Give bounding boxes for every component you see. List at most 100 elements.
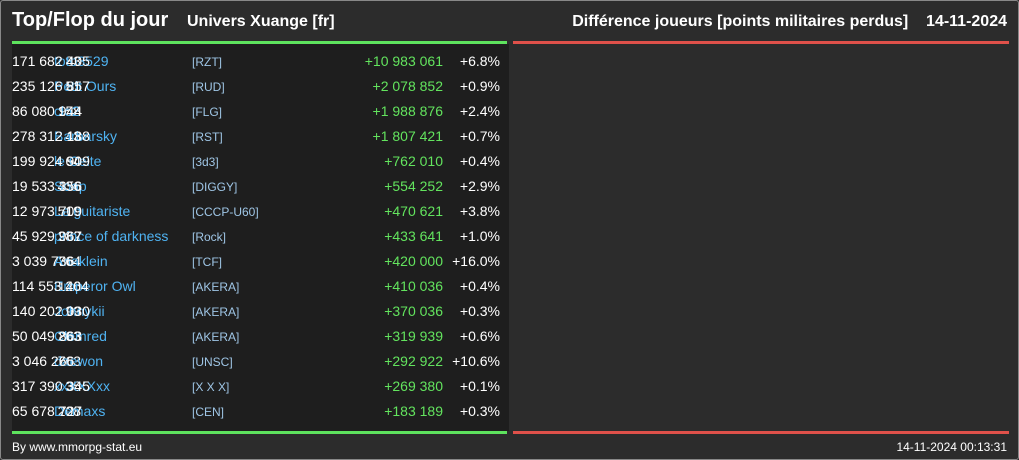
player-name-link[interactable]: xxXXXxx bbox=[54, 378, 111, 394]
table-row: 35 xxXXXxx [X X X] 317 390 345 +269 380 +0.1% bbox=[12, 374, 509, 399]
player-rank: 35 bbox=[65, 378, 81, 394]
table-row: 282 prince of darkness [Rock] 45 929 967 +43… bbox=[12, 224, 509, 249]
player-rank: 64 bbox=[65, 153, 81, 169]
player-name-link[interactable]: Le guitariste bbox=[54, 203, 131, 219]
alliance-tag-link[interactable]: [AKERA] bbox=[192, 330, 240, 344]
percent-change: +0.3% bbox=[459, 303, 500, 319]
player-points: 199 924 909 bbox=[12, 153, 90, 169]
percent-change: +0.3% bbox=[459, 403, 500, 419]
percent-change: +2.9% bbox=[459, 178, 500, 194]
points-difference: +10 983 061 bbox=[364, 53, 443, 69]
alliance-tag-link[interactable]: [Rock] bbox=[192, 230, 227, 244]
points-difference: +554 252 bbox=[384, 178, 443, 194]
player-rank: 263 bbox=[57, 328, 81, 344]
top-gain-divider bbox=[12, 41, 507, 44]
table-row: 208 Demaxs [CEN] 65 678 727 +183 189 +0.3% bbox=[12, 399, 509, 424]
points-difference: +470 621 bbox=[384, 203, 443, 219]
player-name-link[interactable]: Petit Ours bbox=[54, 78, 117, 94]
alliance-tag-link[interactable]: [UNSC] bbox=[192, 355, 233, 369]
table-row: 64 le Celte [3d3] 199 924 909 +762 010 +0.4% bbox=[12, 149, 509, 174]
percent-change: +0.6% bbox=[459, 328, 500, 344]
player-name-link[interactable]: Emperor Owl bbox=[54, 278, 136, 294]
points-difference: +1 807 421 bbox=[372, 128, 443, 144]
points-difference: +183 189 bbox=[384, 403, 443, 419]
player-rank: 126 bbox=[57, 278, 81, 294]
footer-credit: By www.mmorpg-stat.eu bbox=[12, 440, 143, 454]
player-rank: 158 bbox=[57, 103, 81, 119]
alliance-tag-link[interactable]: [RUD] bbox=[192, 80, 225, 94]
player-points: 86 080 944 bbox=[12, 103, 83, 119]
player-rank: 764 bbox=[57, 253, 81, 269]
table-row: 764 Anaklein [TCF] 3 039 736 +420 000 +16.0% bbox=[12, 249, 509, 274]
player-name-link[interactable]: Anaklein bbox=[54, 253, 108, 269]
player-name-link[interactable]: clo2 bbox=[54, 103, 80, 119]
alliance-tag-link[interactable]: [AKERA] bbox=[192, 280, 240, 294]
player-name-link[interactable]: le Celte bbox=[54, 153, 102, 169]
points-difference: +319 939 bbox=[384, 328, 443, 344]
player-points: 45 929 967 bbox=[12, 228, 83, 244]
player-points: 140 202 030 bbox=[12, 303, 90, 319]
header-info: Différence joueurs [points militaires pe… bbox=[572, 13, 1007, 30]
player-name-link[interactable]: Soap bbox=[54, 178, 87, 194]
percent-change: +0.4% bbox=[459, 153, 500, 169]
alliance-tag-link[interactable]: [FLG] bbox=[192, 105, 223, 119]
player-name-link[interactable]: prince of darkness bbox=[54, 228, 169, 244]
percent-change: +0.4% bbox=[459, 278, 500, 294]
alliance-tag-link[interactable]: [AKERA] bbox=[192, 305, 240, 319]
alliance-tag-link[interactable]: [RST] bbox=[192, 130, 223, 144]
universe-subtitle: Univers Xuange [fr] bbox=[187, 13, 335, 30]
percent-change: +16.0% bbox=[452, 253, 500, 269]
player-rank: 43 bbox=[65, 128, 81, 144]
player-points: 65 678 727 bbox=[12, 403, 83, 419]
top-players-panel: 83 toto3529 [RZT] 171 682 405 +10 983 061 +6.… bbox=[12, 44, 509, 431]
percent-change: +0.1% bbox=[459, 378, 500, 394]
player-points: 3 039 736 bbox=[12, 253, 75, 269]
player-name-link[interactable]: Demaxs bbox=[54, 403, 106, 419]
points-difference: +1 988 876 bbox=[372, 103, 443, 119]
alliance-tag-link[interactable]: [TCF] bbox=[192, 255, 222, 269]
player-points: 278 312 188 bbox=[12, 128, 90, 144]
player-rank: 282 bbox=[57, 228, 81, 244]
points-difference: +433 641 bbox=[384, 228, 443, 244]
points-difference: +269 380 bbox=[384, 378, 443, 394]
player-rank: 436 bbox=[57, 178, 81, 194]
top-loss-divider bbox=[513, 41, 1009, 44]
percent-change: +2.4% bbox=[459, 103, 500, 119]
alliance-tag-link[interactable]: [RZT] bbox=[192, 55, 222, 69]
player-rank: 208 bbox=[57, 403, 81, 419]
percent-change: +6.8% bbox=[459, 53, 500, 69]
player-name-link[interactable]: Clemred bbox=[54, 328, 107, 344]
player-points: 12 973 709 bbox=[12, 203, 83, 219]
player-points: 114 553 404 bbox=[12, 278, 89, 294]
player-name-link[interactable]: toto3529 bbox=[54, 53, 109, 69]
points-difference: +420 000 bbox=[384, 253, 443, 269]
table-row: 83 toto3529 [RZT] 171 682 405 +10 983 061 +6.… bbox=[12, 49, 509, 74]
table-row: 763 daewon [UNSC] 3 046 266 +292 922 +10.6% bbox=[12, 349, 509, 374]
player-name-link[interactable]: daewon bbox=[54, 353, 104, 369]
player-name-link[interactable]: Johnykii bbox=[54, 303, 105, 319]
table-row: 51 Petit Ours [RUD] 235 126 857 +2 078 852 +0… bbox=[12, 74, 509, 99]
points-difference: +370 036 bbox=[384, 303, 443, 319]
table-row: 263 Clemred [AKERA] 50 049 863 +319 939 +0.6% bbox=[12, 324, 509, 349]
percent-change: +0.9% bbox=[459, 78, 500, 94]
bottom-gain-divider bbox=[12, 431, 507, 434]
table-row: 99 Johnykii [AKERA] 140 202 030 +370 036 +0.3… bbox=[12, 299, 509, 324]
alliance-tag-link[interactable]: [CEN] bbox=[192, 405, 225, 419]
player-rank: 519 bbox=[57, 203, 81, 219]
player-points: 235 126 857 bbox=[12, 78, 90, 94]
player-rank: 763 bbox=[57, 353, 81, 369]
alliance-tag-link[interactable]: [X X X] bbox=[192, 380, 230, 394]
player-name-link[interactable]: Barbarsky bbox=[54, 128, 118, 144]
player-points: 50 049 863 bbox=[12, 328, 83, 344]
points-difference: +2 078 852 bbox=[372, 78, 443, 94]
player-points: 171 682 405 bbox=[12, 53, 90, 69]
footer-timestamp: 14-11-2024 00:13:31 bbox=[896, 440, 1007, 454]
table-row: 519 Le guitariste [CCCP-U60] 12 973 709 +470… bbox=[12, 199, 509, 224]
alliance-tag-link[interactable]: [DIGGY] bbox=[192, 180, 238, 194]
player-rank: 99 bbox=[65, 303, 81, 319]
table-row: 126 Emperor Owl [AKERA] 114 553 404 +410 036… bbox=[12, 274, 509, 299]
player-points: 3 046 266 bbox=[12, 353, 75, 369]
alliance-tag-link[interactable]: [CCCP-U60] bbox=[192, 205, 259, 219]
alliance-tag-link[interactable]: [3d3] bbox=[192, 155, 219, 169]
